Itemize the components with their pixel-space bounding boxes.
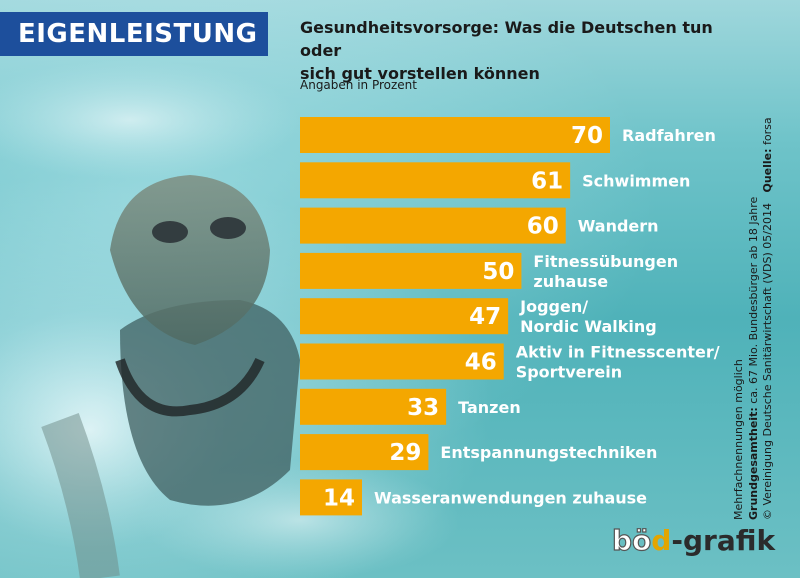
bar-7: [300, 388, 447, 425]
bar-value-label: 33: [407, 395, 439, 421]
category-label: Tanzen: [458, 398, 521, 417]
bar-value-label: 29: [389, 440, 421, 466]
bar-3: [300, 207, 566, 244]
footnote-population: Grundgesamtheit: ca. 67 Mio. Bundesbürge…: [746, 196, 762, 520]
title-tag-text: EIGENLEISTUNG: [18, 19, 258, 49]
footnote-copyright: © Vereinigung Deutsche Sanitärwirtschaft…: [761, 203, 774, 520]
footnote-copyright-source: © Vereinigung Deutsche Sanitärwirtschaft…: [761, 117, 776, 520]
logo-grafik: -grafik: [671, 524, 776, 557]
chart-headline: Gesundheitsvorsorge: Was die Deutschen t…: [300, 16, 730, 85]
bar-8: [300, 434, 429, 471]
bar-1: [300, 117, 610, 153]
category-label: Entspannungstechniken: [440, 443, 657, 462]
logo-d: d: [651, 524, 672, 557]
unit-note: Angaben in Prozent: [300, 78, 417, 92]
footnote-population-text: ca. 67 Mio. Bundesbürger ab 18 Jahre: [746, 196, 760, 408]
category-label: Sportverein: [516, 363, 622, 382]
category-label: Nordic Walking: [520, 317, 657, 336]
headline-line-1: Gesundheitsvorsorge: Was die Deutschen t…: [300, 18, 713, 60]
bar-value-label: 14: [323, 485, 355, 511]
bar-9: [300, 479, 362, 516]
bar-4: [300, 252, 522, 289]
bar-value-label: 60: [527, 214, 559, 240]
bar-value-label: 50: [482, 259, 514, 285]
bod-grafik-logo: böd-grafik: [611, 523, 776, 557]
category-label: Wandern: [578, 217, 659, 236]
bar-value-label: 61: [531, 168, 563, 194]
bar-value-label: 70: [571, 123, 603, 149]
logo-o: ö: [631, 523, 652, 557]
bar-5: [300, 298, 509, 335]
bar-2: [300, 162, 571, 199]
logo-b: b: [611, 523, 633, 557]
footnote-source-label: Quelle:: [761, 148, 774, 193]
category-label: Aktiv in Fitnesscenter/: [516, 343, 720, 362]
category-label: Radfahren: [622, 126, 716, 145]
bar-value-label: 46: [465, 350, 497, 376]
category-label: Fitnessübungen: [533, 252, 678, 271]
category-label: zuhause: [533, 272, 608, 291]
footnote-population-label: Grundgesamtheit:: [746, 407, 760, 520]
footnote-multiple: Mehrfachnennungen möglich: [732, 359, 745, 520]
headline-line-2: sich gut vorstellen können: [300, 64, 540, 83]
category-label: Wasseranwendungen zuhause: [374, 488, 647, 507]
category-label: Joggen/: [519, 297, 588, 316]
category-label: Schwimmen: [582, 171, 690, 190]
footnote-source: forsa: [761, 117, 774, 149]
bar-6: [300, 343, 504, 380]
title-tag: EIGENLEISTUNG: [0, 12, 268, 56]
bar-value-label: 47: [469, 304, 501, 330]
